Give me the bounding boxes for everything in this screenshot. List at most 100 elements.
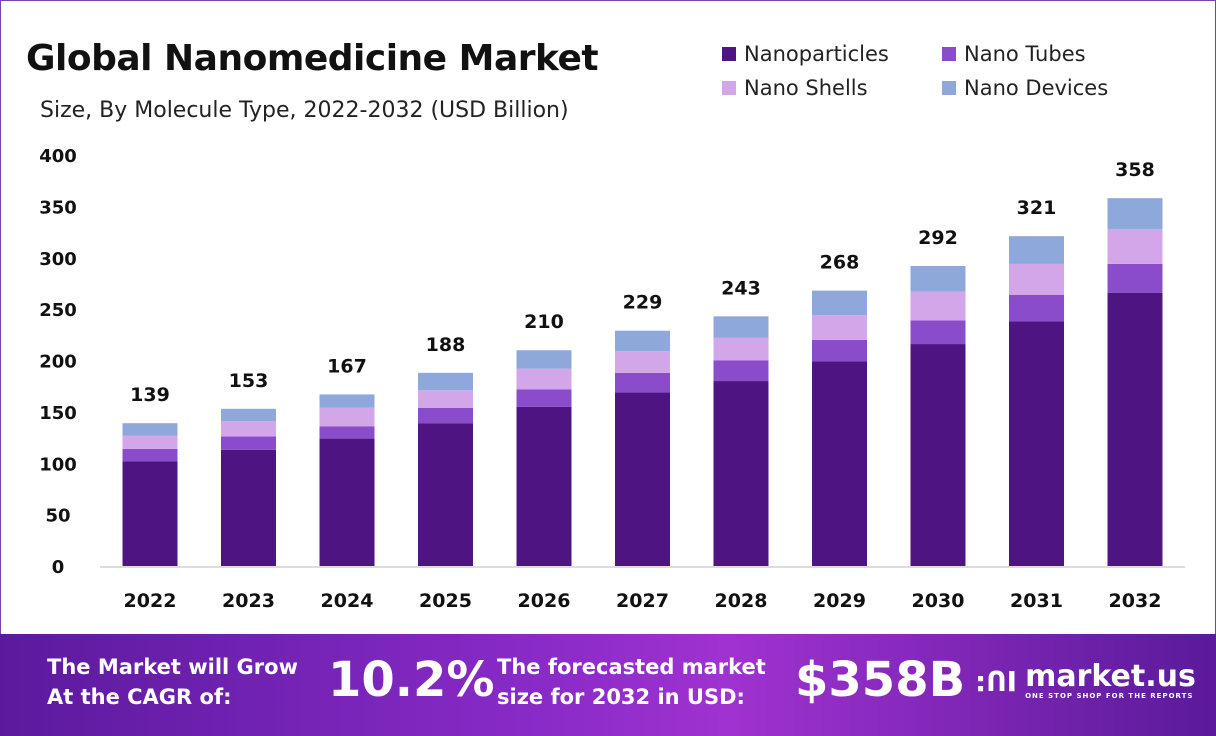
- x-tick-label: 2022: [124, 590, 177, 612]
- bar-segment-nanoparticles: [516, 406, 572, 566]
- bar-segment-nano-tubes: [516, 389, 572, 407]
- x-tick-label: 2023: [222, 590, 275, 612]
- total-data-label: 229: [623, 292, 663, 314]
- y-tick-label: 350: [39, 197, 77, 218]
- bar-segment-nano-devices: [1009, 236, 1064, 264]
- bar-segment-nanoparticles: [221, 449, 276, 566]
- bar-segment-nano-shells: [122, 435, 178, 449]
- total-data-label: 139: [130, 384, 170, 406]
- cagr-value: 10.2%: [328, 652, 495, 708]
- bar-segment-nano-shells: [910, 291, 966, 321]
- bar-segment-nano-shells: [319, 407, 375, 427]
- cagr-label-line: At the CAGR of:: [47, 685, 232, 709]
- bar-segment-nano-tubes: [713, 360, 769, 382]
- y-tick-label: 400: [39, 146, 77, 167]
- chart-subtitle: Size, By Molecule Type, 2022-2032 (USD B…: [40, 98, 569, 123]
- stacked-bar-chart: 0 50 100 150 200 250 300 350 400 2022 139 2023 153 20…: [39, 146, 1185, 612]
- bar-segment-nanoparticles: [1009, 321, 1064, 566]
- bar-segment-nano-tubes: [319, 426, 375, 439]
- bar-segment-nanoparticles: [418, 423, 473, 566]
- total-data-label: 153: [229, 370, 269, 392]
- bar-segment-nano-devices: [221, 408, 276, 422]
- legend-item-nano-shells: Nano Shells: [722, 76, 868, 100]
- bar-segment-nanoparticles: [122, 461, 178, 566]
- total-data-label: 167: [327, 355, 367, 377]
- total-data-label: 358: [1115, 159, 1155, 181]
- cagr-label: The Market will Grow At the CAGR of:: [47, 652, 298, 712]
- cagr-label-line: The Market will Grow: [47, 655, 298, 679]
- legend-swatch: [942, 47, 956, 61]
- bar-segment-nanoparticles: [812, 361, 867, 566]
- bar-segment-nano-devices: [319, 394, 375, 408]
- forecast-value: $358B: [795, 652, 966, 708]
- y-tick-label: 0: [52, 557, 65, 578]
- total-data-label: 268: [820, 252, 860, 274]
- legend-item-nanoparticles: Nanoparticles: [722, 42, 889, 66]
- legend-swatch: [722, 81, 736, 95]
- bar-segment-nano-devices: [122, 423, 178, 436]
- brand-logo: :ՈI market.us ONE STOP SHOP FOR THE REPOR…: [975, 659, 1196, 701]
- bar-segment-nano-devices: [1107, 198, 1163, 229]
- bar-segment-nano-devices: [812, 290, 867, 316]
- summary-banner: The Market will Grow At the CAGR of: 10.2…: [0, 634, 1216, 736]
- x-tick-label: 2032: [1109, 590, 1162, 612]
- total-data-label: 243: [721, 277, 761, 299]
- legend-label: Nano Devices: [964, 76, 1109, 100]
- bar-segment-nano-tubes: [122, 448, 178, 462]
- bar-segment-nano-tubes: [615, 372, 670, 393]
- legend-swatch: [942, 81, 956, 95]
- x-tick-label: 2025: [419, 590, 472, 612]
- bar-segment-nano-tubes: [1107, 263, 1163, 293]
- bar-segment-nano-devices: [516, 350, 572, 369]
- bar-segment-nano-shells: [418, 390, 473, 408]
- legend-item-nano-devices: Nano Devices: [942, 76, 1108, 100]
- forecast-label-line: The forecasted market: [497, 655, 766, 679]
- bar-segment-nano-devices: [713, 316, 769, 338]
- bar-segment-nano-shells: [812, 315, 867, 340]
- bar-segment-nano-devices: [418, 372, 473, 391]
- y-tick-label: 300: [39, 249, 77, 270]
- total-data-label: 210: [524, 311, 564, 333]
- bar-segment-nano-shells: [615, 351, 670, 373]
- y-tick-label: 200: [39, 352, 77, 373]
- bar-segment-nano-tubes: [1009, 294, 1064, 322]
- forecast-label-line: size for 2032 in USD:: [497, 685, 745, 709]
- bar-segment-nanoparticles: [319, 438, 375, 566]
- bar-segment-nano-shells: [516, 368, 572, 390]
- x-tick-label: 2028: [715, 590, 768, 612]
- brand-name: market.us: [1025, 659, 1196, 694]
- x-tick-label: 2026: [518, 590, 571, 612]
- legend-label: Nano Shells: [744, 76, 868, 100]
- x-tick-label: 2029: [813, 590, 866, 612]
- total-data-label: 321: [1017, 197, 1057, 219]
- bar-segment-nano-tubes: [418, 407, 473, 424]
- y-tick-label: 250: [39, 300, 77, 321]
- y-tick-label: 100: [39, 454, 77, 475]
- legend-swatch: [722, 47, 736, 61]
- y-tick-label: 150: [39, 403, 77, 424]
- bar-segment-nano-shells: [1107, 228, 1163, 264]
- legend-item-nano-tubes: Nano Tubes: [942, 42, 1086, 66]
- legend-label: Nanoparticles: [744, 42, 889, 66]
- brand-tagline: ONE STOP SHOP FOR THE REPORTS: [1025, 692, 1194, 700]
- forecast-label: The forecasted market size for 2032 in US…: [497, 652, 766, 712]
- y-tick-label: 50: [45, 506, 70, 527]
- bar-segment-nano-shells: [221, 421, 276, 437]
- total-data-label: 292: [918, 227, 958, 249]
- bar-segment-nano-devices: [615, 330, 670, 352]
- bar-segment-nanoparticles: [615, 392, 670, 566]
- total-data-label: 188: [426, 334, 466, 356]
- bar-segment-nanoparticles: [1107, 292, 1163, 566]
- x-tick-label: 2024: [321, 590, 374, 612]
- x-tick-label: 2031: [1010, 590, 1063, 612]
- bar-segment-nano-tubes: [910, 320, 966, 345]
- bar-segment-nano-shells: [1009, 263, 1064, 295]
- bar-segment-nanoparticles: [713, 381, 769, 566]
- bar-segment-nanoparticles: [910, 344, 966, 566]
- bar-segment-nano-tubes: [221, 436, 276, 450]
- bar-segment-nano-devices: [910, 265, 966, 292]
- chart-title: Global Nanomedicine Market: [26, 38, 599, 79]
- brand-logo-icon: :ՈI: [975, 664, 1018, 698]
- x-tick-label: 2030: [912, 590, 965, 612]
- bar-segment-nano-shells: [713, 337, 769, 361]
